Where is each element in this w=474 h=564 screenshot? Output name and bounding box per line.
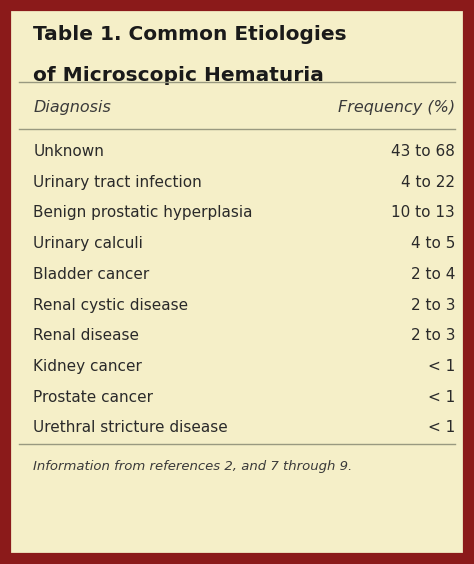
Text: Prostate cancer: Prostate cancer (33, 390, 153, 405)
Text: Renal cystic disease: Renal cystic disease (33, 298, 188, 312)
Text: Renal disease: Renal disease (33, 328, 139, 343)
Text: Urinary tract infection: Urinary tract infection (33, 175, 202, 190)
Text: 2 to 4: 2 to 4 (410, 267, 455, 282)
Text: Bladder cancer: Bladder cancer (33, 267, 149, 282)
Text: Table 1. Common Etiologies: Table 1. Common Etiologies (33, 25, 347, 45)
Text: 4 to 22: 4 to 22 (401, 175, 455, 190)
Text: Information from references 2, and 7 through 9.: Information from references 2, and 7 thr… (33, 460, 353, 473)
Text: < 1: < 1 (428, 390, 455, 405)
Text: Kidney cancer: Kidney cancer (33, 359, 142, 374)
Text: Frequency (%): Frequency (%) (338, 100, 455, 116)
Text: 2 to 3: 2 to 3 (410, 328, 455, 343)
Text: < 1: < 1 (428, 359, 455, 374)
Text: 43 to 68: 43 to 68 (391, 144, 455, 159)
Text: Urinary calculi: Urinary calculi (33, 236, 143, 251)
Text: 10 to 13: 10 to 13 (392, 205, 455, 221)
Text: Urethral stricture disease: Urethral stricture disease (33, 421, 228, 435)
Text: of Microscopic Hematuria: of Microscopic Hematuria (33, 66, 324, 85)
Text: Benign prostatic hyperplasia: Benign prostatic hyperplasia (33, 205, 253, 221)
Text: 4 to 5: 4 to 5 (410, 236, 455, 251)
Text: Unknown: Unknown (33, 144, 104, 159)
Text: Diagnosis: Diagnosis (33, 100, 111, 116)
Text: < 1: < 1 (428, 421, 455, 435)
Text: 2 to 3: 2 to 3 (410, 298, 455, 312)
